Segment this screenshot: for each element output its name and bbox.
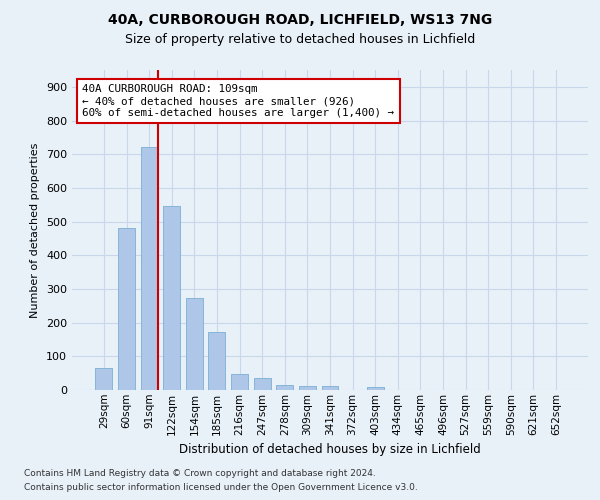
- Text: Size of property relative to detached houses in Lichfield: Size of property relative to detached ho…: [125, 32, 475, 46]
- Bar: [118, 228, 135, 390]
- Bar: [163, 206, 180, 390]
- Text: Contains public sector information licensed under the Open Government Licence v3: Contains public sector information licen…: [24, 484, 418, 492]
- Bar: [231, 374, 248, 390]
- Bar: [208, 332, 226, 390]
- Text: Contains HM Land Registry data © Crown copyright and database right 2024.: Contains HM Land Registry data © Crown c…: [24, 468, 376, 477]
- Bar: [140, 148, 158, 390]
- Bar: [367, 388, 383, 390]
- Text: 40A, CURBOROUGH ROAD, LICHFIELD, WS13 7NG: 40A, CURBOROUGH ROAD, LICHFIELD, WS13 7N…: [108, 12, 492, 26]
- Bar: [186, 298, 203, 390]
- Y-axis label: Number of detached properties: Number of detached properties: [31, 142, 40, 318]
- Bar: [322, 386, 338, 390]
- Bar: [299, 386, 316, 390]
- Bar: [95, 368, 112, 390]
- Bar: [254, 378, 271, 390]
- X-axis label: Distribution of detached houses by size in Lichfield: Distribution of detached houses by size …: [179, 443, 481, 456]
- Text: 40A CURBOROUGH ROAD: 109sqm
← 40% of detached houses are smaller (926)
60% of se: 40A CURBOROUGH ROAD: 109sqm ← 40% of det…: [82, 84, 394, 117]
- Bar: [277, 385, 293, 390]
